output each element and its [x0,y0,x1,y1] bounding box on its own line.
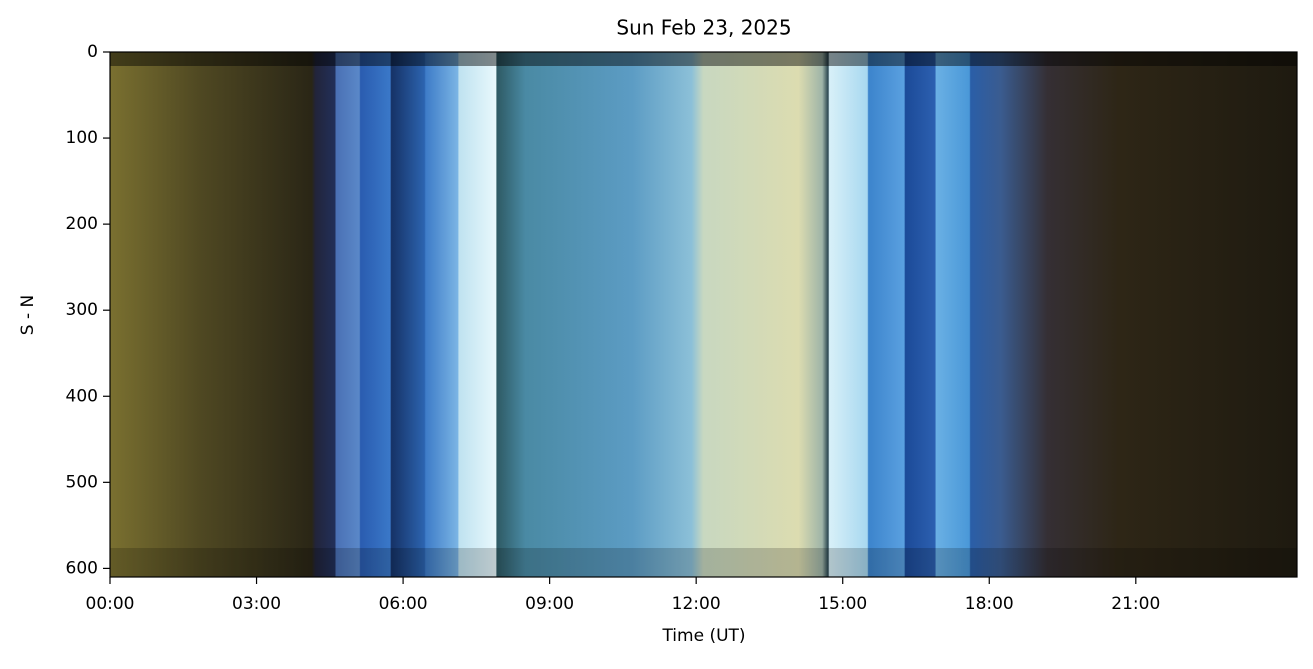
plot-image [110,52,1297,577]
y-tick-label: 200 [66,214,98,234]
x-tick-label: 21:00 [1111,594,1160,614]
y-axis-label: S - N [18,295,38,335]
x-tick-label: 09:00 [525,594,574,614]
x-tick-label: 00:00 [86,594,135,614]
plot-frame [109,51,1298,578]
y-tick-label: 300 [66,300,98,320]
x-axis-label: Time (UT) [661,626,745,646]
x-tick-label: 18:00 [965,594,1014,614]
y-tick-label: 500 [66,472,98,492]
y-tick-label: 100 [66,128,98,148]
y-tick-label: 600 [66,558,98,578]
x-tick-label: 15:00 [818,594,867,614]
x-tick-label: 03:00 [232,594,281,614]
chart-title: Sun Feb 23, 2025 [616,16,791,40]
x-tick-label: 12:00 [672,594,721,614]
x-tick-label: 06:00 [379,594,428,614]
y-tick-label: 400 [66,386,98,406]
y-tick-label: 0 [87,42,98,62]
